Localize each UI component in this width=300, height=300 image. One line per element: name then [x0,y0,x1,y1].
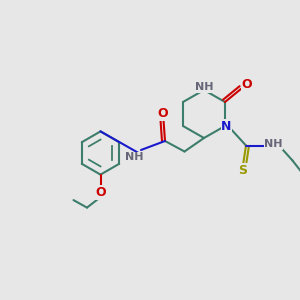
Text: O: O [157,107,168,120]
Text: NH: NH [125,152,144,163]
Text: N: N [221,119,232,133]
Text: O: O [241,78,252,91]
Text: NH: NH [195,82,213,92]
Text: NH: NH [264,139,283,149]
Text: O: O [95,186,106,199]
Text: S: S [238,164,247,177]
